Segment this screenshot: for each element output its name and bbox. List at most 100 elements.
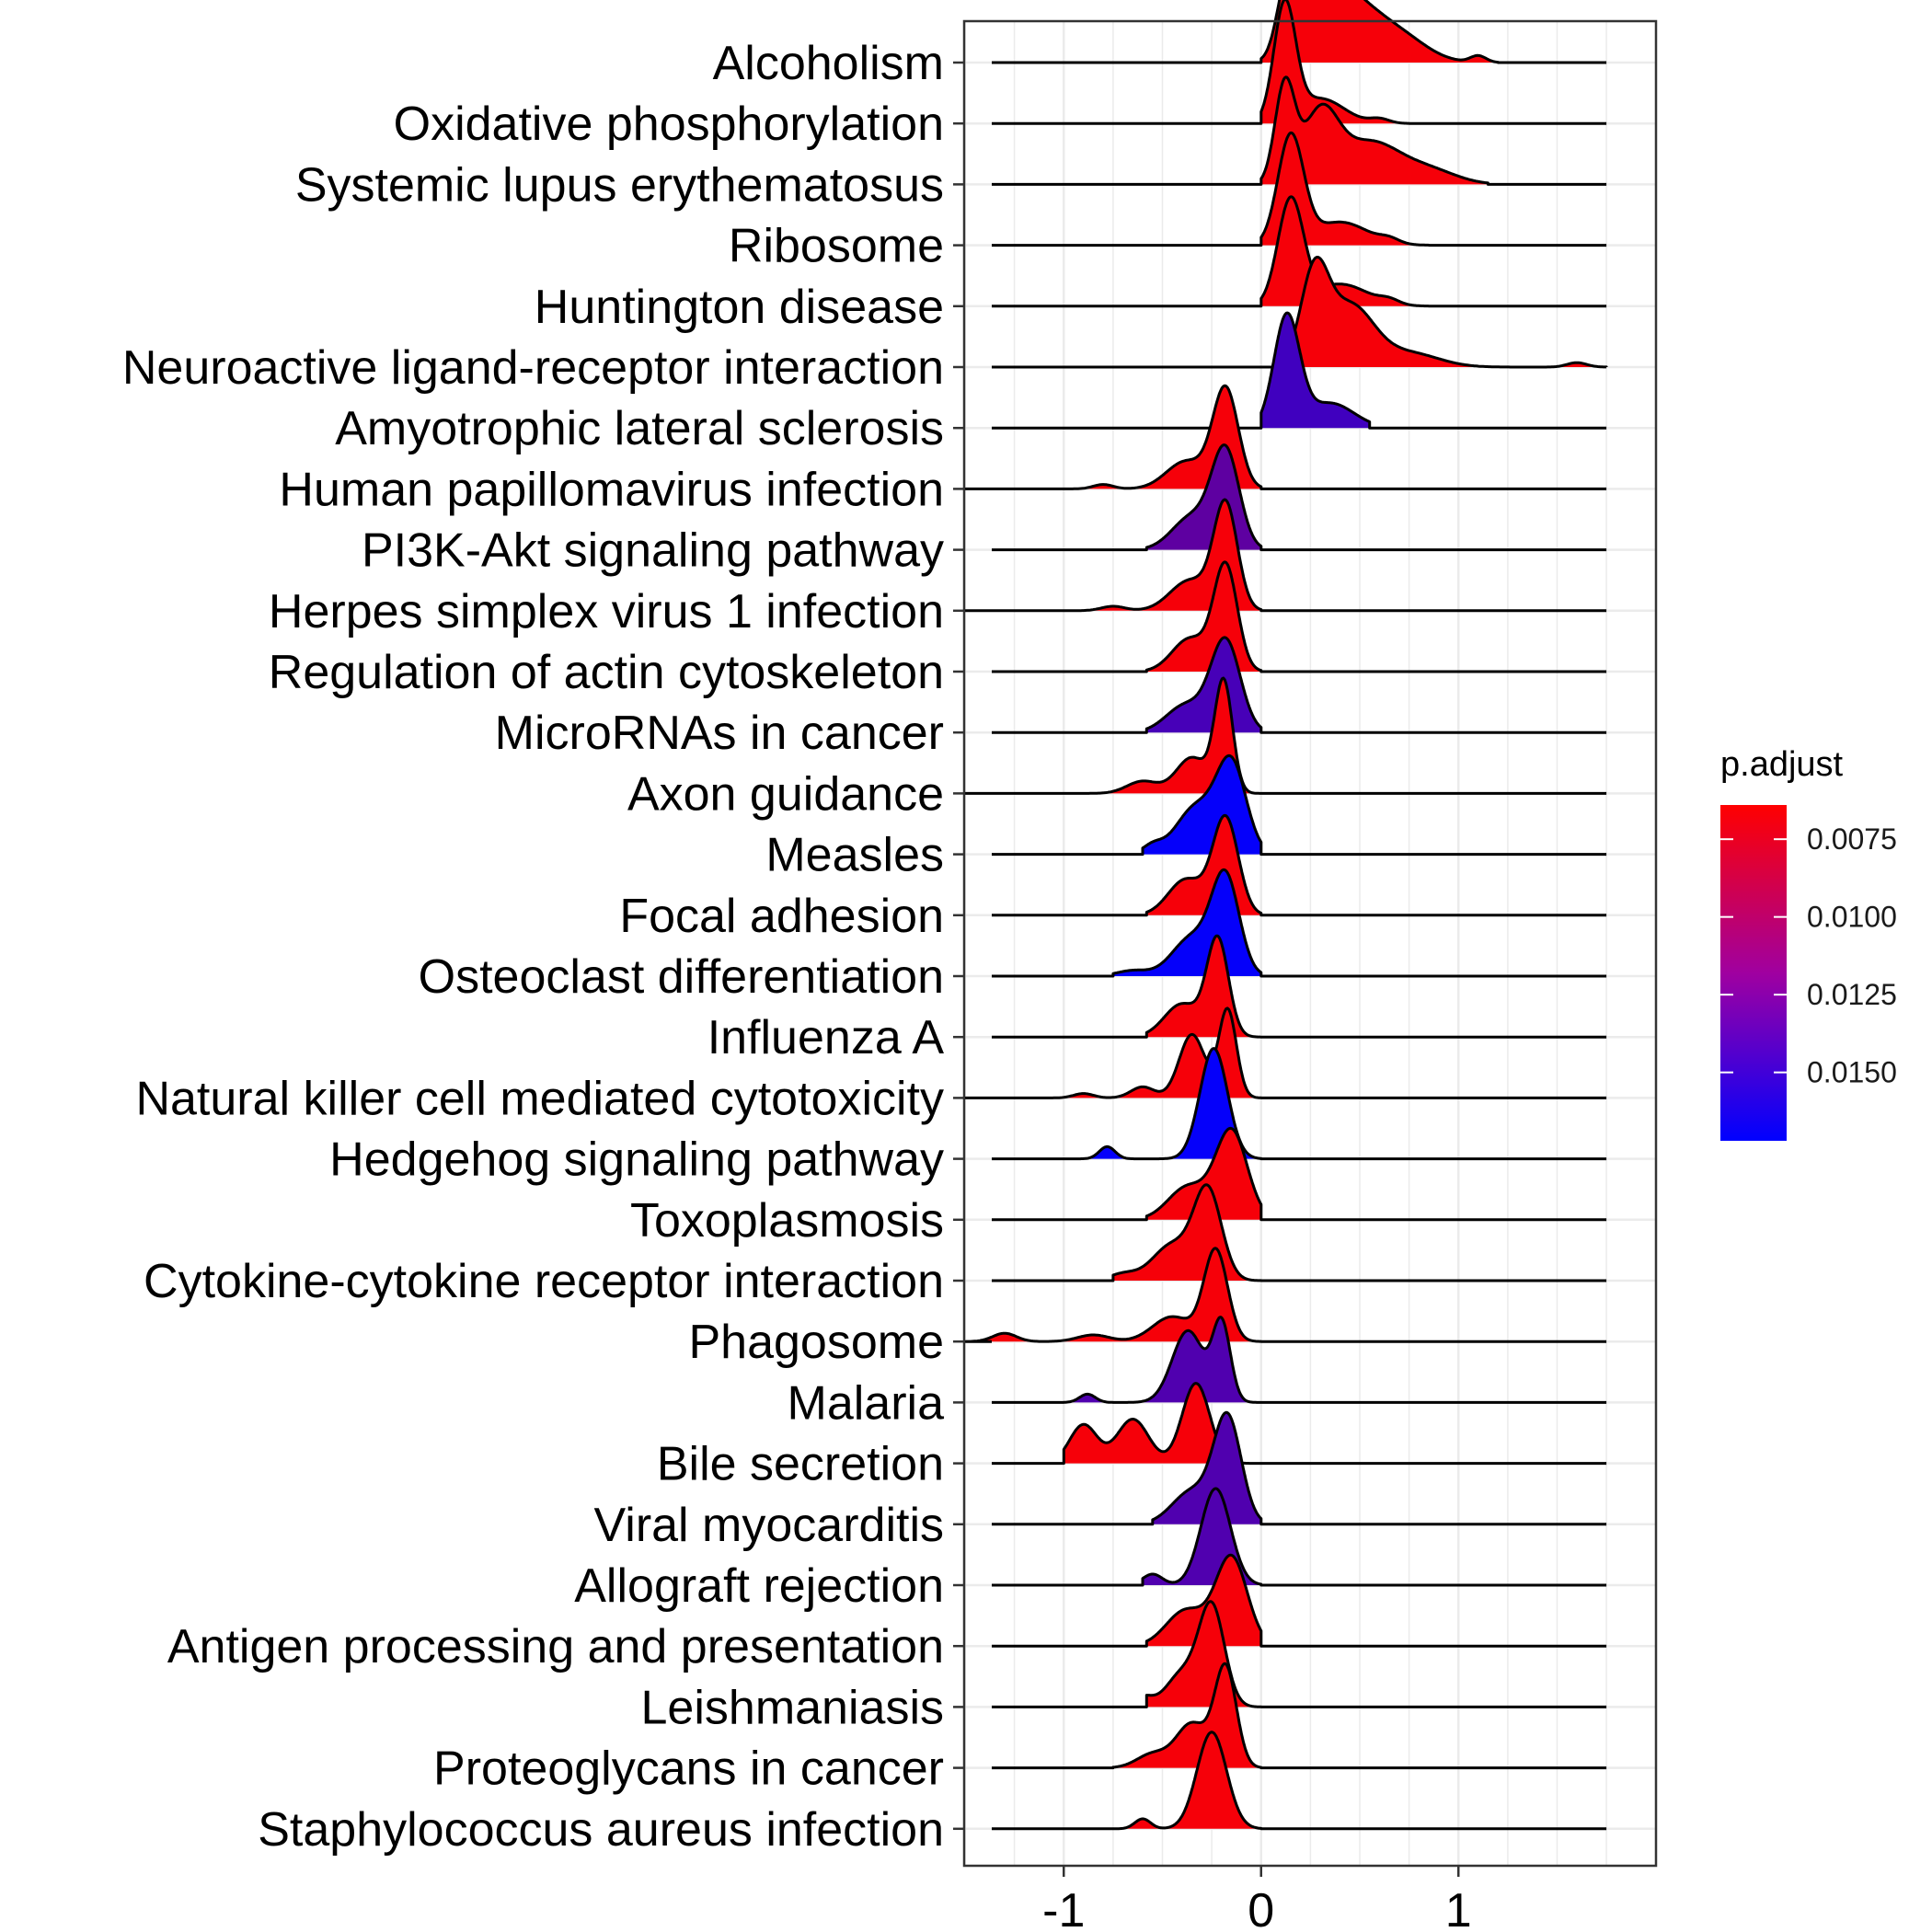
ridge-series xyxy=(992,636,1607,734)
y-tick-label: Antigen processing and presentation xyxy=(167,1620,944,1673)
ridge-area xyxy=(1260,313,1370,429)
ridge-outline xyxy=(992,1731,1607,1831)
legend-tick-label: 0.0100 xyxy=(1807,901,1897,934)
y-tick-label: Natural killer cell mediated cytotoxicit… xyxy=(135,1072,944,1125)
ridge-series xyxy=(992,1126,1607,1222)
y-tick-label: Phagosome xyxy=(688,1316,944,1369)
ridge-outline xyxy=(992,1600,1607,1708)
plot-panel-border xyxy=(962,19,1658,1868)
ridge-outline xyxy=(992,195,1607,308)
y-tick-label: Measles xyxy=(765,829,944,882)
ridges xyxy=(963,0,1608,1831)
y-tick-label: PI3K-Akt signaling pathway xyxy=(362,524,944,578)
legend-title: p.adjust xyxy=(1720,745,1844,784)
ridge-outline xyxy=(992,0,1607,64)
y-tick-label: Focal adhesion xyxy=(619,890,944,943)
ridge-area xyxy=(1146,936,1261,1038)
ridge-series xyxy=(992,256,1608,369)
y-tick-label: Ribosome xyxy=(729,220,944,273)
y-tick-label: Amyotrophic lateral sclerosis xyxy=(335,402,944,455)
x-tick-label: -1 xyxy=(1042,1884,1085,1932)
ridge-area xyxy=(1260,0,1409,124)
color-legend: p.adjust 0.0075 0.0100 0.0125 0.0150 xyxy=(1720,745,1897,1141)
ridge-outline xyxy=(992,0,1607,125)
ridge-outline xyxy=(992,1047,1607,1161)
ridge-series xyxy=(992,195,1607,308)
ridge-series xyxy=(992,443,1607,552)
ridge-series xyxy=(992,1662,1607,1770)
ridge-outline xyxy=(963,1006,1607,1099)
ridge-area xyxy=(1112,1184,1261,1281)
ridge-series xyxy=(963,1006,1607,1099)
ridge-outline xyxy=(992,560,1607,673)
ridge-area xyxy=(1260,76,1489,185)
ridge-outline xyxy=(992,868,1607,978)
ridge-series xyxy=(992,1553,1607,1648)
x-tick-label: 0 xyxy=(1248,1884,1274,1932)
ridge-area xyxy=(965,678,1261,794)
y-tick-label: Bile secretion xyxy=(657,1438,944,1491)
y-tick-label: Allograft rejection xyxy=(574,1559,944,1613)
ridge-series xyxy=(992,0,1607,125)
ridge-series xyxy=(963,1247,1607,1343)
ridge-series xyxy=(992,1047,1607,1161)
ridge-outline xyxy=(992,753,1607,857)
legend-tick-label: 0.0075 xyxy=(1807,822,1897,856)
ridge-series xyxy=(992,1183,1607,1282)
ridge-outline xyxy=(963,676,1607,795)
ridge-outline xyxy=(992,256,1608,369)
y-tick-label: Hedgehog signaling pathway xyxy=(329,1133,944,1187)
ridge-series xyxy=(992,868,1607,978)
ridge-series xyxy=(992,1600,1607,1708)
ridge-area xyxy=(965,1007,1261,1098)
ridge-area xyxy=(1079,1048,1261,1159)
ridge-outline xyxy=(992,131,1607,247)
y-tick-label: Herpes simplex virus 1 infection xyxy=(269,585,944,638)
y-tick-label: Leishmaniasis xyxy=(641,1681,945,1734)
ridge-outline xyxy=(992,443,1607,552)
y-tick-label: Viral myocarditis xyxy=(594,1499,944,1552)
ridge-series xyxy=(992,934,1607,1039)
ridge-area xyxy=(1146,1555,1261,1647)
ridge-series xyxy=(992,311,1607,430)
ridge-outline xyxy=(992,1126,1607,1222)
ridge-outline xyxy=(992,1553,1607,1648)
y-tick-label: Influenza A xyxy=(707,1011,945,1064)
y-tick-label: Malaria xyxy=(788,1376,945,1430)
ridge-series xyxy=(992,131,1607,247)
y-tick-label: Proteoglycans in cancer xyxy=(433,1742,944,1796)
y-tick-label: Systemic lupus erythematosus xyxy=(295,158,944,212)
ridge-series xyxy=(963,384,1607,490)
ridge-area xyxy=(1146,1128,1261,1220)
ridge-series xyxy=(992,1316,1607,1404)
y-tick-label: Human papillomavirus infection xyxy=(279,463,944,516)
ridge-area xyxy=(1064,1383,1261,1464)
ridge-area xyxy=(965,500,1261,611)
ridge-series xyxy=(963,676,1607,795)
y-tick-label: Regulation of actin cytoskeleton xyxy=(269,646,944,699)
y-tick-label: Neuroactive ligand-receptor interaction xyxy=(122,341,944,395)
x-axis: -1 0 1 xyxy=(1042,1866,1472,1932)
ridge-outline xyxy=(992,311,1607,430)
y-tick-label: Staphylococcus aureus infection xyxy=(258,1803,944,1857)
ridge-outline xyxy=(992,934,1607,1039)
ridge-outline xyxy=(992,1183,1607,1282)
ridge-outline xyxy=(992,1410,1607,1526)
ridge-series xyxy=(992,75,1607,186)
y-tick-label: MicroRNAs in cancer xyxy=(495,707,944,760)
ridge-outline xyxy=(992,813,1607,917)
ridge-outline xyxy=(992,75,1607,186)
ridge-area xyxy=(1260,0,1499,63)
ridge-outline xyxy=(992,1662,1607,1770)
ridge-series xyxy=(992,813,1607,917)
ridge-area xyxy=(1260,196,1430,306)
ridge-series xyxy=(992,1410,1607,1526)
ridge-area xyxy=(1112,1663,1261,1768)
ridge-series xyxy=(992,1487,1607,1587)
y-tick-label: Alcoholism xyxy=(713,37,944,90)
x-tick-label: 1 xyxy=(1445,1884,1472,1932)
ridge-outline xyxy=(963,384,1607,490)
ridge-area xyxy=(1146,561,1261,672)
y-tick-label: Osteoclast differentiation xyxy=(419,950,944,1004)
